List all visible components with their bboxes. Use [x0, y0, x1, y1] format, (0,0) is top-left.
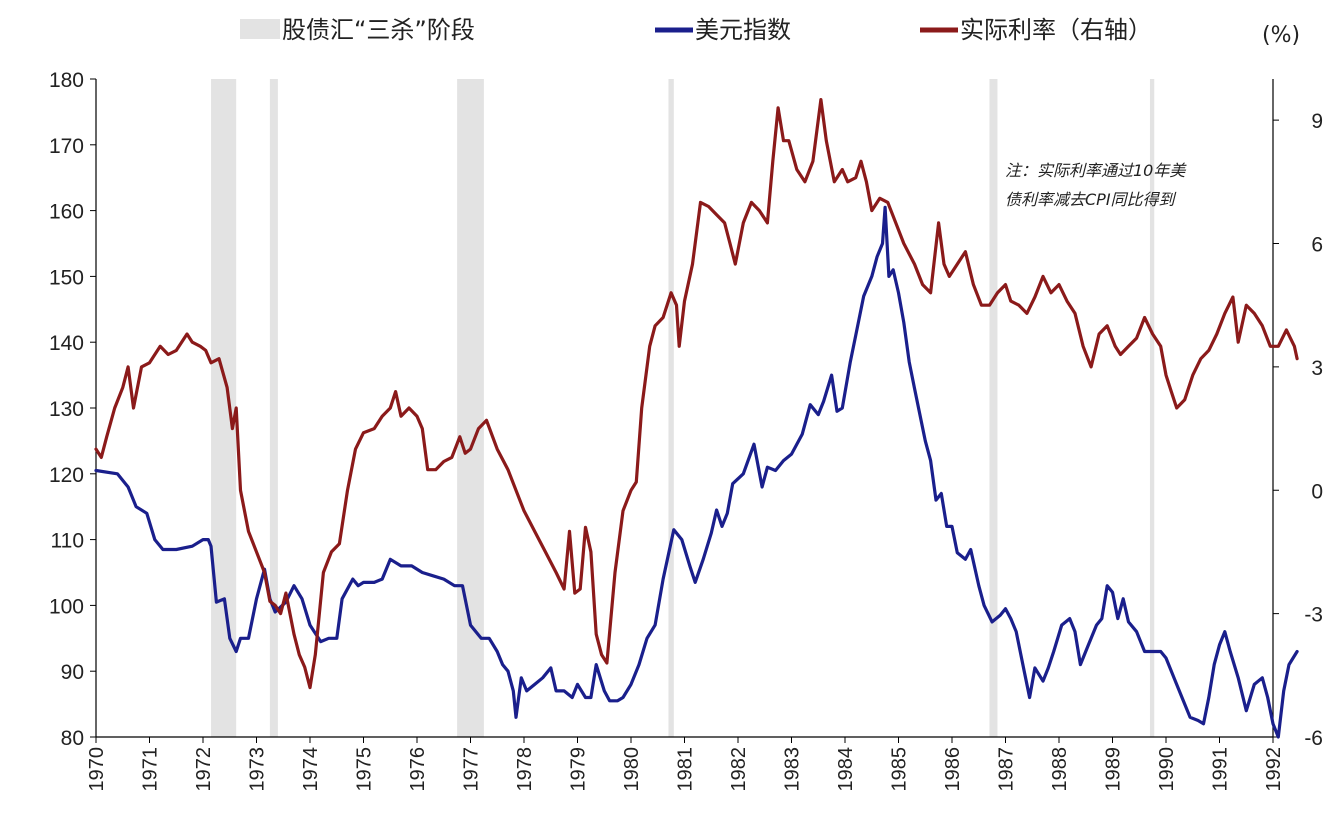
left-tick-label-5: 130: [49, 398, 84, 421]
x-tick-label-6: 1976: [407, 747, 429, 792]
x-tick-label-5: 1975: [354, 747, 376, 792]
left-tick-label-6: 140: [49, 332, 84, 355]
x-tick-label-20: 1990: [1156, 747, 1178, 792]
legend-real-label: 实际利率（右轴）: [960, 16, 1152, 44]
real-rate-line: [94, 98, 1299, 690]
x-tick-label-4: 1974: [300, 747, 322, 792]
x-tick-label-10: 1980: [621, 747, 643, 792]
right-tick-label-4: 6: [1311, 234, 1323, 257]
left-tick-label-9: 170: [49, 135, 84, 158]
right-tick-label-1: -3: [1304, 604, 1323, 627]
shaded-period-4: [989, 79, 998, 737]
x-tick-label-11: 1981: [675, 747, 697, 792]
series-lines: [94, 98, 1299, 739]
x-tick-label-19: 1989: [1103, 747, 1125, 792]
note-line-2: 债利率减去CPI同比得到: [1005, 190, 1177, 209]
left-tick-label-4: 120: [49, 464, 84, 487]
left-tick-label-3: 110: [51, 530, 84, 553]
left-tick-label-8: 160: [49, 201, 84, 224]
right-tick-label-0: -6: [1304, 727, 1323, 750]
x-tick-label-9: 1979: [568, 747, 590, 792]
left-tick-label-2: 100: [49, 595, 84, 618]
legend-shade-swatch: [240, 19, 280, 39]
x-tick-label-22: 1992: [1263, 747, 1285, 792]
legend-shade-label: 股债汇“三杀”阶段: [282, 16, 475, 44]
left-tick-label-0: 80: [61, 727, 84, 750]
shaded-period-3: [668, 79, 674, 737]
left-tick-label-1: 90: [61, 661, 84, 684]
x-tick-label-8: 1978: [514, 747, 536, 792]
chart-note: 注：实际利率通过10年美 债利率减去CPI同比得到: [1005, 161, 1187, 209]
x-tick-label-0: 1970: [86, 747, 108, 792]
x-tick-label-7: 1977: [461, 747, 483, 792]
right-tick-label-5: 9: [1311, 110, 1323, 133]
shaded-periods: [211, 79, 1155, 737]
x-tick-label-16: 1986: [942, 747, 964, 792]
shaded-period-5: [1149, 79, 1155, 737]
x-tick-label-21: 1991: [1210, 747, 1232, 792]
x-tick-label-12: 1982: [728, 747, 750, 792]
x-tick-label-15: 1985: [889, 747, 911, 792]
note-line-1: 注：实际利率通过10年美: [1005, 161, 1187, 180]
right-axis-unit: (%): [1262, 23, 1300, 48]
left-tick-label-7: 150: [49, 266, 84, 289]
x-tick-label-18: 1988: [1049, 747, 1071, 792]
x-tick-label-13: 1983: [782, 747, 804, 792]
shaded-period-0: [211, 79, 237, 737]
axes: 80 90 100 110 120 130 140 150 160 170 180 -6 -3 0 3 6 9 1…: [49, 69, 1323, 792]
x-tick-label-1: 1971: [140, 747, 162, 792]
legend-dxy-label: 美元指数: [695, 16, 791, 44]
x-tick-label-14: 1984: [835, 747, 857, 792]
x-tick-label-17: 1987: [996, 747, 1018, 792]
right-tick-label-3: 3: [1311, 357, 1323, 380]
legend: 股债汇“三杀”阶段 美元指数 实际利率（右轴）: [240, 16, 1152, 44]
left-tick-label-10: 180: [49, 69, 84, 92]
dollar-index-line: [94, 205, 1299, 739]
right-tick-label-2: 0: [1311, 480, 1323, 503]
shaded-period-1: [269, 79, 278, 737]
x-tick-label-2: 1972: [193, 747, 215, 792]
x-tick-label-3: 1973: [247, 747, 269, 792]
